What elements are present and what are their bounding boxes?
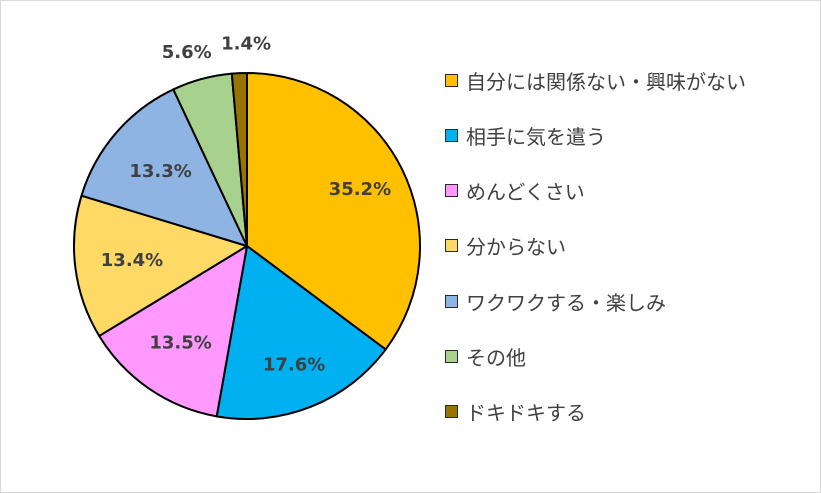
legend-item: 分からない [445, 231, 566, 261]
legend-swatch [445, 405, 458, 419]
legend-label: めんどくさい [466, 180, 585, 205]
pie-data-label: 13.3% [129, 161, 191, 182]
legend-swatch [445, 294, 458, 308]
pie-slice [215, 245, 387, 420]
legend-label: 相手に気を遣う [466, 124, 606, 149]
pie-slice [80, 88, 248, 247]
legend-item: ワクワクする・楽しみ [445, 286, 666, 316]
legend-item: 自分には関係ない・興味がない [445, 65, 746, 95]
legend-swatch [445, 184, 458, 198]
legend-label: ドキドキする [466, 401, 586, 426]
legend-label: その他 [466, 346, 526, 370]
legend-item: ドキドキする [445, 397, 586, 427]
pie-data-label: 13.4% [101, 250, 163, 271]
pie-data-label: 17.6% [263, 355, 325, 376]
pie-slice [73, 194, 248, 337]
legend-item: 相手に気を遣う [445, 120, 606, 150]
legend-item: その他 [445, 342, 526, 372]
pie-data-label: 1.4% [221, 33, 271, 54]
legend-label: 分からない [466, 235, 566, 260]
legend-swatch [445, 128, 458, 142]
legend-swatch [445, 239, 458, 253]
pie-slice [246, 72, 421, 351]
legend-swatch [445, 73, 458, 87]
pie-data-label: 13.5% [149, 333, 211, 354]
pie-slice [98, 245, 248, 418]
legend-swatch [445, 350, 458, 363]
pie-slice [230, 72, 248, 247]
legend-label: ワクワクする・楽しみ [466, 290, 666, 315]
legend-item: めんどくさい [445, 176, 585, 206]
pie-data-label: 5.6% [162, 42, 212, 63]
pie-data-label: 35.2% [329, 179, 391, 200]
legend-label: 自分には関係ない・興味がない [466, 69, 746, 94]
